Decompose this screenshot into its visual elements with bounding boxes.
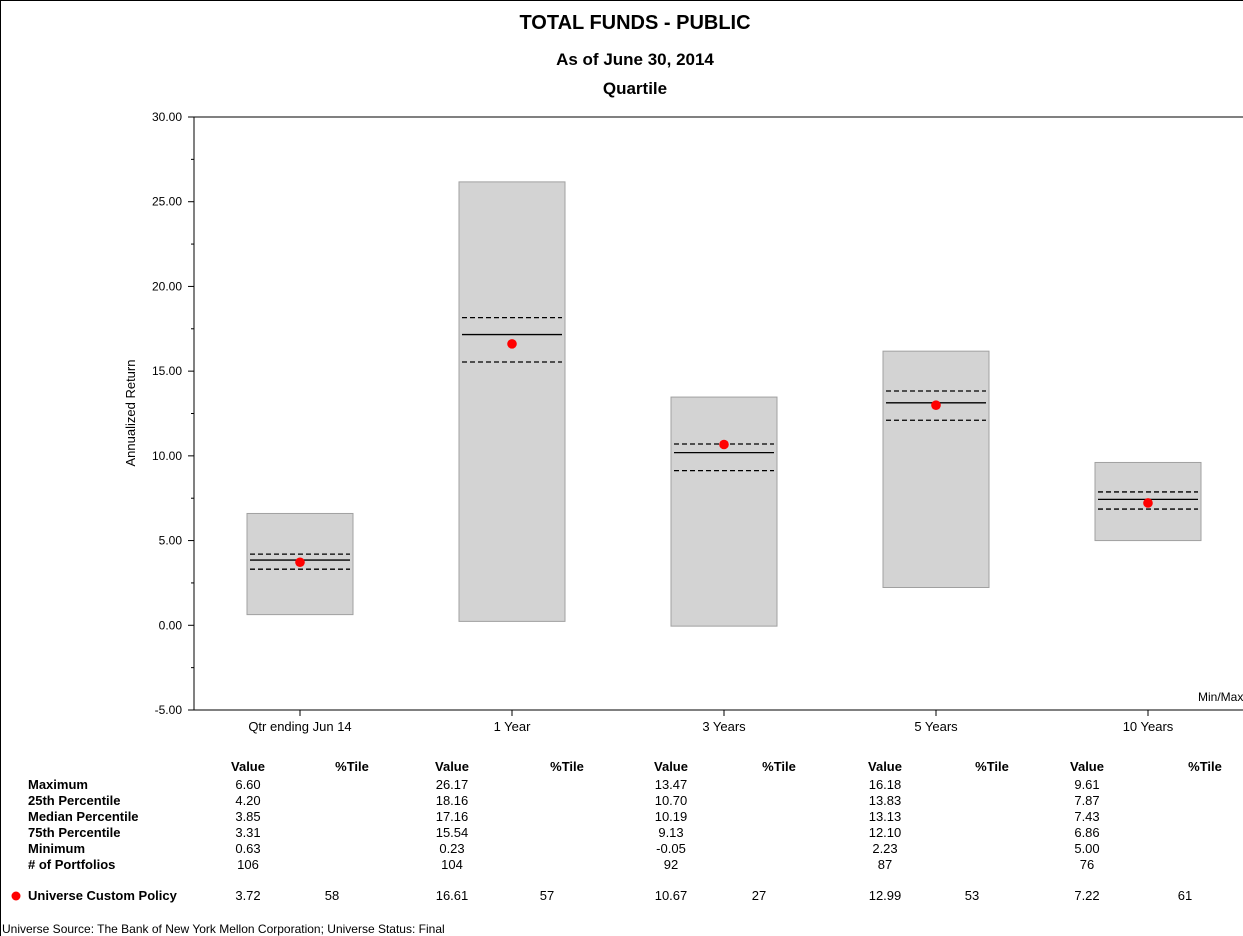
policy-row: Universe Custom Policy 3.72 16.61 10.67 12.… — [0, 887, 1243, 905]
policy-pctile: 53 — [964, 888, 980, 903]
policy-marker-icon — [11, 891, 21, 901]
box-group — [882, 350, 990, 589]
min-max-box — [458, 181, 566, 622]
col-header-pctile: %Tile — [762, 759, 796, 774]
policy-point — [931, 400, 941, 410]
table-cell: 13.47 — [654, 777, 688, 792]
table-row-label: Maximum — [28, 777, 88, 792]
policy-point — [295, 557, 305, 568]
col-header-value: Value — [231, 759, 265, 774]
table-cell: 13.13 — [868, 809, 902, 824]
table-cell: 2.23 — [872, 841, 898, 856]
table-row-label: 75th Percentile — [28, 825, 121, 840]
table-cell: 0.23 — [439, 841, 465, 856]
y-tick-label: 30.00 — [152, 110, 182, 124]
policy-value: 7.22 — [1074, 888, 1100, 903]
col-header-value: Value — [868, 759, 902, 774]
policy-value: 16.61 — [435, 888, 469, 903]
x-tick-label: 3 Years — [702, 719, 746, 734]
box-group — [458, 181, 566, 622]
table-cell: 87 — [877, 857, 893, 872]
table-cell: 18.16 — [435, 793, 469, 808]
table-cell: 7.87 — [1074, 793, 1100, 808]
policy-pctile: 57 — [539, 888, 555, 903]
policy-value: 3.72 — [235, 888, 261, 903]
chart-subtitle: As of June 30, 2014 — [556, 50, 714, 69]
min-max-box — [882, 350, 990, 589]
table-cell: 10.19 — [654, 809, 688, 824]
table-cell: 106 — [237, 857, 259, 872]
table-cell: 9.61 — [1074, 777, 1100, 792]
y-tick-label: -5.00 — [155, 703, 183, 717]
x-tick-label: 5 Years — [914, 719, 958, 734]
table-cell: 3.31 — [235, 825, 261, 840]
col-header-value: Value — [435, 759, 469, 774]
x-tick-label: 1 Year — [494, 719, 532, 734]
table-cell: 17.16 — [435, 809, 469, 824]
box-group — [1094, 461, 1202, 542]
table-cell: 26.17 — [435, 777, 469, 792]
col-header-pctile: %Tile — [335, 759, 369, 774]
table-cell: 12.10 — [868, 825, 902, 840]
col-header-value: Value — [654, 759, 688, 774]
policy-point — [1143, 498, 1153, 508]
boxes — [246, 181, 1202, 627]
table-cell: 7.43 — [1074, 809, 1100, 824]
y-tick-label: 15.00 — [152, 364, 182, 378]
min-max-legend-label: Min/Max — [1198, 690, 1243, 704]
table-cell: 0.63 — [235, 841, 261, 856]
policy-pctile: 58 — [324, 888, 340, 903]
chart-subtitle-quartile: Quartile — [603, 79, 667, 98]
policy-value: 12.99 — [868, 888, 902, 903]
y-tick-label: 0.00 — [159, 618, 183, 632]
table-cell: 104 — [441, 857, 463, 872]
table-cell: 4.20 — [235, 793, 261, 808]
table-cell: 6.60 — [235, 777, 261, 792]
policy-pctile: 61 — [1177, 888, 1193, 903]
chart-title: TOTAL FUNDS - PUBLIC — [519, 12, 750, 34]
col-header-pctile: %Tile — [1188, 759, 1222, 774]
policy-point — [507, 339, 517, 349]
table-cell: 9.13 — [658, 825, 684, 840]
table-cell: 10.70 — [654, 793, 688, 808]
min-max-box — [670, 396, 778, 627]
table-row-label: # of Portfolios — [28, 857, 116, 872]
y-ticks: 30.00 25.00 20.00 15.00 10.00 5.00 0.00 -5.00 — [152, 110, 194, 717]
table-cell: 3.85 — [235, 809, 261, 824]
box-group — [670, 396, 778, 627]
table-cell: 76 — [1079, 857, 1095, 872]
policy-value: 10.67 — [654, 888, 688, 903]
x-tick-label: Qtr ending Jun 14 — [248, 719, 351, 734]
policy-point — [719, 439, 729, 450]
y-tick-label: 5.00 — [159, 534, 183, 548]
col-header-pctile: %Tile — [550, 759, 584, 774]
table-cell: -0.05 — [656, 841, 686, 856]
col-header-value: Value — [1070, 759, 1104, 774]
x-ticks: Qtr ending Jun 14 1 Year 3 Years 5 Years 10 … — [248, 710, 1174, 734]
table-row-label: Median Percentile — [28, 809, 139, 824]
footer-note: Universe Source: The Bank of New York Me… — [2, 922, 445, 936]
table-cell: 5.00 — [1074, 841, 1100, 856]
y-tick-label: 20.00 — [152, 279, 182, 293]
table-cell: 16.18 — [868, 777, 902, 792]
policy-label: Universe Custom Policy — [28, 888, 177, 903]
table-cell: 13.83 — [868, 793, 902, 808]
y-tick-label: 10.00 — [152, 449, 182, 463]
table-row-label: 25th Percentile — [28, 793, 121, 808]
x-tick-label: 10 Years — [1123, 719, 1174, 734]
table-cell: 6.86 — [1074, 825, 1100, 840]
col-header-pctile: %Tile — [975, 759, 1009, 774]
table-cell: 92 — [663, 857, 679, 872]
y-tick-label: 25.00 — [152, 195, 182, 209]
policy-pctile: 27 — [751, 888, 767, 903]
table-row-label: Minimum — [28, 841, 86, 856]
y-axis-label: Annualized Return — [123, 360, 138, 467]
box-group — [246, 512, 354, 616]
table-cell: 15.54 — [435, 825, 469, 840]
